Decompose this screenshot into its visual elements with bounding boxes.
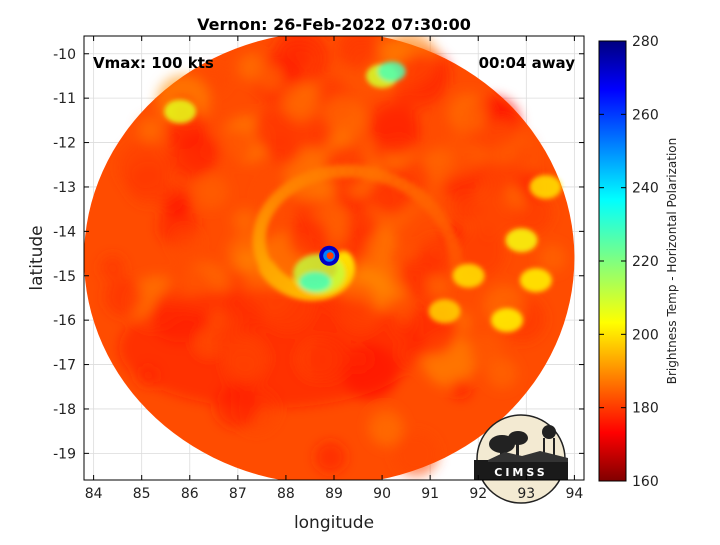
- y-tick-label: -18: [53, 402, 76, 418]
- colorbar-ticks: 160 180 200 220 240 260 280: [599, 34, 659, 490]
- texture-patch: [346, 209, 379, 241]
- logo-label: CIMSS: [494, 466, 547, 479]
- colorbar-tick-label: 180: [632, 401, 659, 417]
- x-tick-label: 94: [565, 486, 583, 502]
- convective-cell: [452, 263, 485, 288]
- texture-patch: [314, 441, 347, 473]
- texture-patch: [337, 36, 380, 70]
- texture-patch: [201, 67, 228, 94]
- texture-patch: [137, 117, 163, 143]
- texture-patch: [287, 217, 330, 260]
- texture-patch: [255, 62, 285, 92]
- y-tick-label: -14: [53, 224, 76, 240]
- y-axis-ticks: -10 -11 -12 -13 -14 -15 -16 -17 -18 -19: [53, 47, 584, 462]
- y-tick-label: -16: [53, 313, 76, 329]
- colorbar-tick-label: 280: [632, 34, 659, 50]
- rain-band: [252, 164, 464, 301]
- texture-patch: [476, 119, 522, 165]
- x-tick-label: 86: [181, 486, 199, 502]
- texture-patch: [236, 249, 260, 273]
- vmax-annotation: Vmax: 100 kts: [93, 54, 214, 72]
- texture-patch: [367, 228, 398, 259]
- texture-patch: [470, 189, 519, 238]
- texture-patch: [100, 255, 125, 280]
- texture-patch: [171, 228, 201, 258]
- eyewall-core: [299, 271, 332, 292]
- texture-patch: [118, 141, 170, 193]
- texture-patch: [426, 274, 448, 296]
- x-tick-label: 87: [229, 486, 247, 502]
- convective-cell: [164, 99, 197, 124]
- texture-patch: [368, 98, 419, 149]
- x-tick-label: 84: [85, 486, 103, 502]
- y-tick-label: -11: [53, 91, 76, 107]
- texture-patch: [538, 244, 567, 272]
- texture-patch: [450, 377, 472, 400]
- x-tick-label: 93: [517, 486, 535, 502]
- x-axis-ticks: 84 85 86 87 88 89 90 91 92 93 94: [85, 36, 583, 502]
- texture-patch: [280, 81, 321, 121]
- y-tick-label: -13: [53, 180, 76, 196]
- eye: [326, 252, 334, 260]
- convective-cells: [164, 61, 562, 333]
- texture-patch: [393, 431, 439, 477]
- colorbar-tick-label: 220: [632, 254, 659, 270]
- cimss-logo: CIMSS: [474, 414, 568, 504]
- y-tick-label: -19: [53, 446, 76, 462]
- x-tick-label: 91: [421, 486, 439, 502]
- y-tick-label: -17: [53, 358, 76, 374]
- cool-region: [119, 288, 420, 408]
- colorbar-label: Brightness Temp - Horizontal Polarizatio…: [665, 138, 679, 385]
- convective-cell: [491, 308, 524, 333]
- x-tick-label: 89: [325, 486, 343, 502]
- band-segment: [449, 253, 464, 268]
- texture-patch: [194, 174, 229, 209]
- texture-patch: [367, 408, 404, 446]
- colorbar-tick-label: 260: [632, 107, 659, 123]
- brightness-temperature-field: [84, 36, 575, 480]
- texture-patch: [466, 332, 504, 370]
- cold-cloud-top: [377, 61, 406, 82]
- texture-patch: [219, 128, 254, 163]
- convective-cell: [505, 228, 538, 253]
- y-tick-label: -10: [53, 47, 76, 63]
- texture-patch: [104, 277, 144, 316]
- x-tick-label: 92: [469, 486, 487, 502]
- colorbar: 160 180 200 220 240 260 280 Brightness Temp - …: [598, 34, 679, 490]
- x-tick-label: 85: [133, 486, 151, 502]
- colorbar-tick-label: 240: [632, 181, 659, 197]
- texture-patch: [448, 92, 489, 133]
- texture-patch: [486, 357, 518, 389]
- convective-cell: [519, 268, 552, 293]
- convective-cell: [529, 174, 562, 199]
- x-tick-label: 88: [277, 486, 295, 502]
- swath-texture: [100, 36, 567, 477]
- chart-title: Vernon: 26-Feb-2022 07:30:00: [197, 15, 471, 34]
- y-axis-label: latitude: [27, 225, 47, 290]
- convective-cell: [428, 299, 461, 324]
- texture-patch: [232, 208, 257, 233]
- x-tick-label: 90: [373, 486, 391, 502]
- x-axis-label: longitude: [294, 513, 374, 533]
- time-away-annotation: 00:04 away: [479, 54, 576, 72]
- colorbar-tick-label: 200: [632, 327, 659, 343]
- colorbar-tick-label: 160: [632, 474, 659, 490]
- y-tick-label: -15: [53, 269, 76, 285]
- y-tick-label: -12: [53, 136, 76, 152]
- texture-patch: [268, 134, 301, 167]
- texture-patch: [283, 41, 311, 69]
